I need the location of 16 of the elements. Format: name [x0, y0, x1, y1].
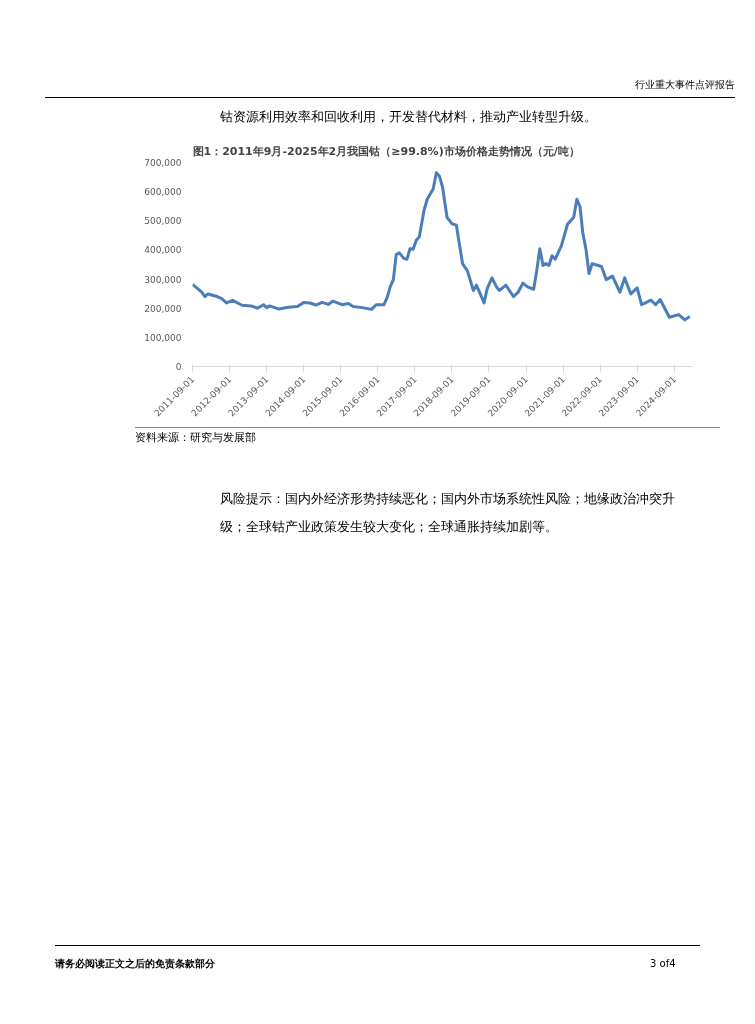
- chart-title: 图1：2011年9月-2025年2月我国钴（≥99.8%)市场价格走势情况（元/吨）: [192, 144, 580, 158]
- y-tick-label: 700,000: [144, 158, 182, 168]
- y-tick-label: 0: [175, 362, 182, 372]
- line-series: [192, 171, 692, 322]
- y-tick-label: 300,000: [144, 274, 182, 285]
- text: 资料来源：研究与发展部: [135, 430, 256, 446]
- y-tick-label: 400,000: [144, 245, 182, 256]
- text: 钴资源利用效率和回收利用，开发替代材料，推动产业转型升级。: [220, 108, 597, 126]
- y-tick-label: 600,000: [144, 187, 182, 198]
- text: 风险提示：国内外经济形势持续恶化；国内外市场系统性风险；地缘政治冲突升级；全球钴产业政策发生较大变化；全球通胀持续加剧等。: [220, 490, 676, 536]
- text: 行业重大事件点评报告: [635, 78, 735, 92]
- text: 请务必阅读正文之后的免责条款部分: [55, 957, 215, 971]
- text: 3 of4: [650, 957, 676, 971]
- y-tick-label: 500,000: [144, 216, 182, 227]
- y-tick-label: 200,000: [144, 303, 182, 314]
- y-tick-label: 100,000: [144, 332, 182, 343]
